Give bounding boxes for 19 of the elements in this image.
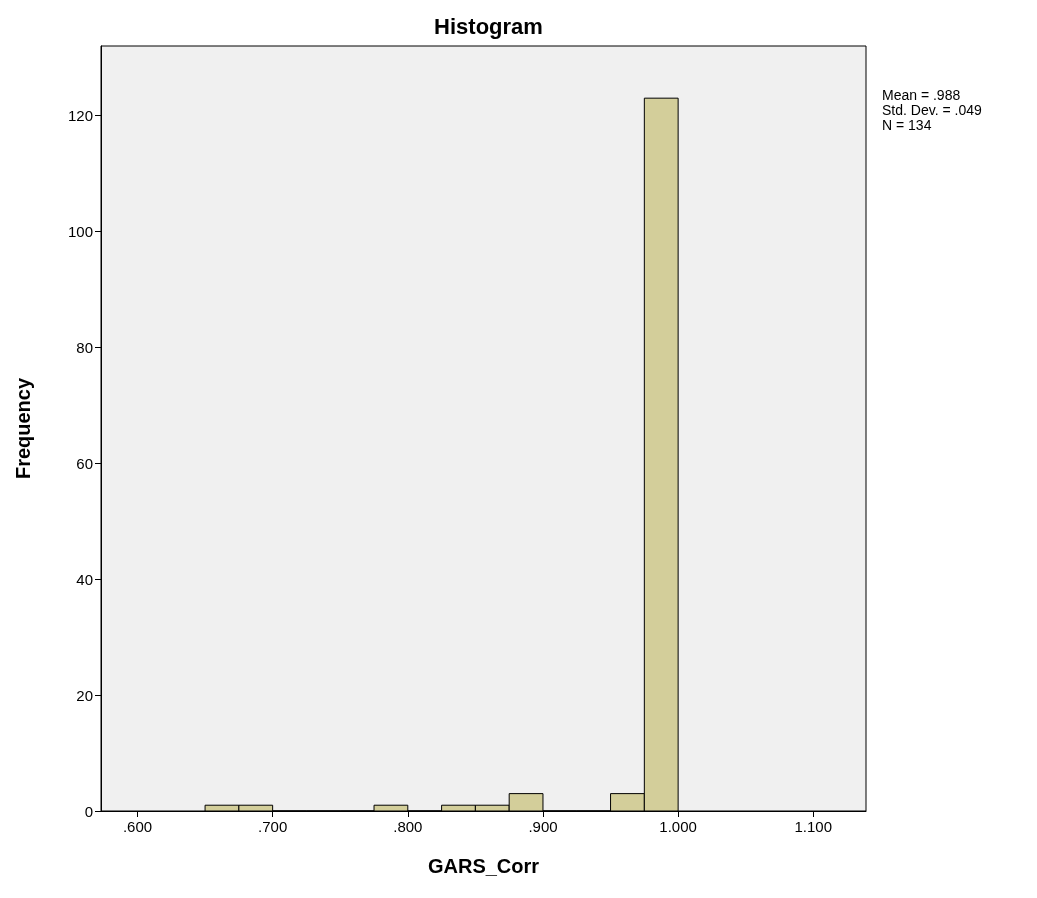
text: N = 134 [882,117,932,133]
x-tick-label: 1.100 [794,818,833,835]
y-tick-label: 60 [76,454,93,472]
x-axis-title: GARS_Corr [427,855,540,877]
x-tick-label: .900 [528,818,558,835]
x-tick-label: .700 [258,818,288,835]
chart-title: Histogram [434,13,543,39]
text: Std. Dev. = .049 [882,102,982,118]
text: Mean = .988 [882,87,961,103]
x-tick-label: 1.000 [659,818,697,835]
y-tick-label: 0 [84,802,93,820]
y-tick-label: 100 [67,222,93,240]
y-axis-title: Frequency [12,377,34,480]
y-tick-label: 120 [67,107,93,125]
y-tick-label: 20 [76,686,93,704]
x-tick-label: .600 [122,818,153,835]
x-tick-label: .800 [393,818,423,835]
y-tick-label: 80 [76,338,93,356]
y-tick-label: 40 [76,570,93,588]
